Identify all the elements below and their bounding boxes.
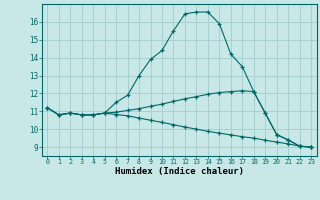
- X-axis label: Humidex (Indice chaleur): Humidex (Indice chaleur): [115, 167, 244, 176]
